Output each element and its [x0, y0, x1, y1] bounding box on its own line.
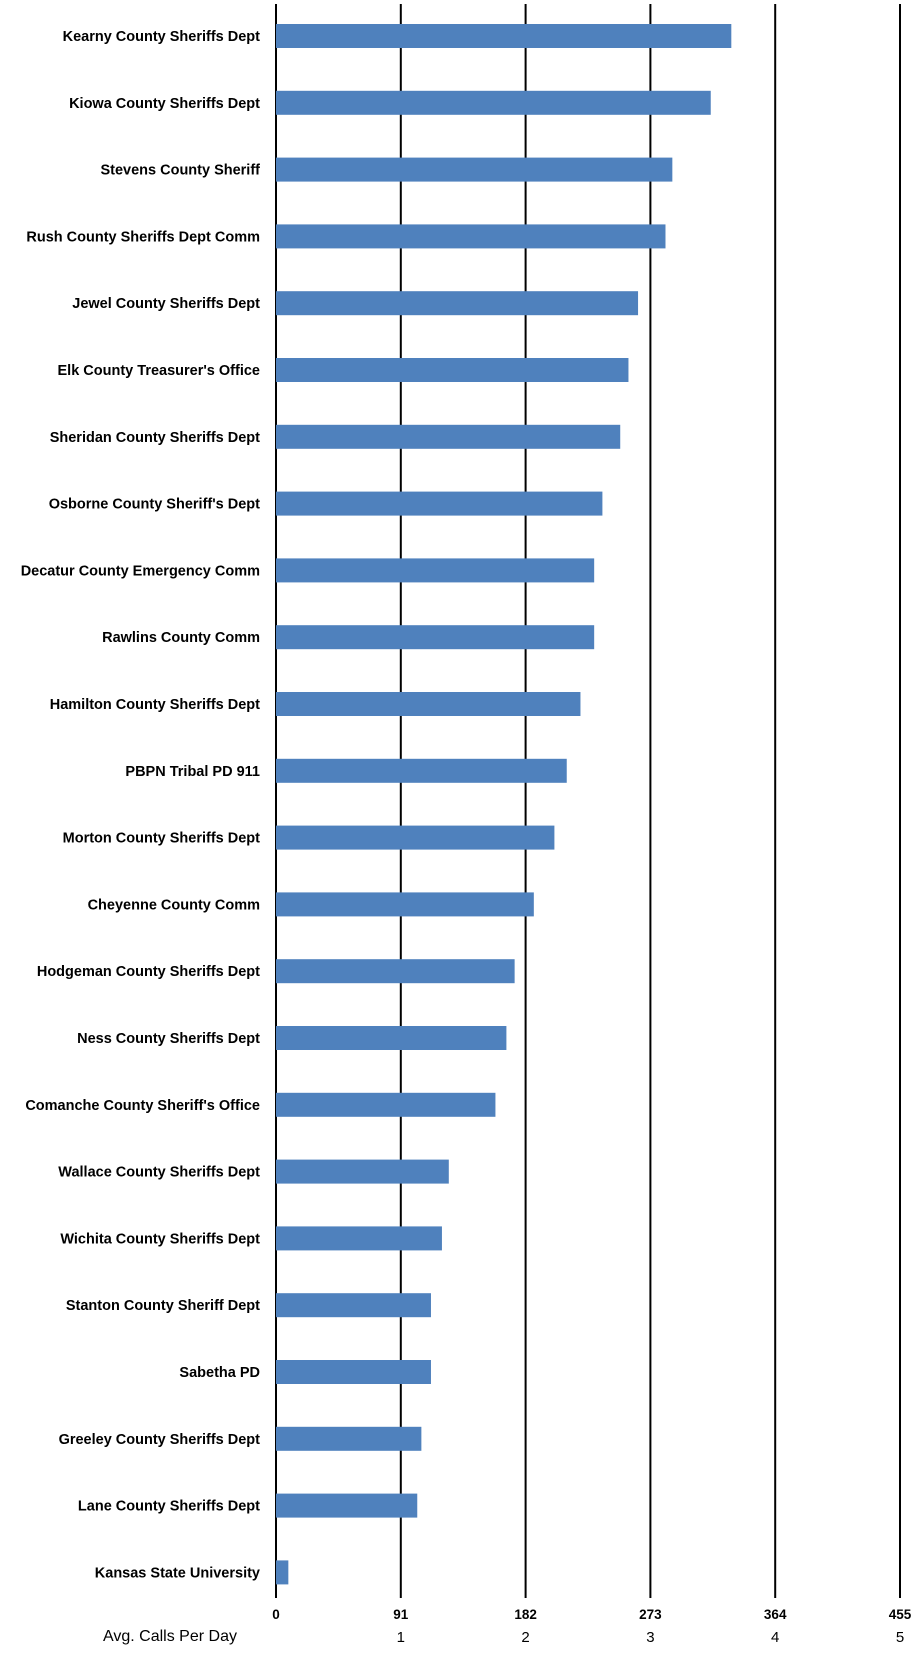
- x-axis-title: Avg. Calls Per Day: [103, 1628, 237, 1645]
- bar: [276, 358, 629, 382]
- category-label: Ness County Sheriffs Dept: [77, 1031, 260, 1047]
- bar: [276, 625, 595, 650]
- category-label: Kearny County Sheriffs Dept: [63, 29, 261, 45]
- bar: [276, 291, 639, 316]
- bar: [276, 424, 621, 449]
- category-label: Hamilton County Sheriffs Dept: [50, 697, 260, 713]
- bar: [276, 558, 595, 583]
- category-label: Rawlins County Comm: [102, 630, 260, 646]
- x-tick-secondary-label: 4: [771, 1629, 779, 1646]
- x-tick-label: 0: [272, 1607, 280, 1622]
- bar: [276, 1026, 507, 1050]
- bar: [276, 24, 732, 48]
- category-label: Decatur County Emergency Comm: [21, 563, 260, 579]
- bar: [276, 224, 666, 249]
- bar: [276, 825, 555, 850]
- x-tick-secondary-label: 2: [521, 1629, 529, 1646]
- category-label: Hodgeman County Sheriffs Dept: [37, 964, 260, 980]
- category-label: Lane County Sheriffs Dept: [78, 1499, 260, 1515]
- bar: [276, 90, 711, 115]
- category-label: Jewel County Sheriffs Dept: [72, 296, 260, 312]
- x-tick-label: 91: [393, 1607, 409, 1622]
- bar: [276, 1092, 496, 1117]
- category-label: Morton County Sheriffs Dept: [63, 831, 261, 847]
- x-tick-secondary-label: 3: [646, 1629, 654, 1646]
- x-tick-label: 273: [639, 1607, 662, 1622]
- bar: [276, 1226, 442, 1251]
- category-label: Elk County Treasurer's Office: [58, 363, 261, 379]
- x-tick-secondary-label: 5: [896, 1629, 904, 1646]
- x-ticks: 0 91 1 182 2 273 3 364 4 455 5: [272, 1607, 912, 1646]
- category-label: Stevens County Sheriff: [100, 163, 260, 179]
- category-label: Comanche County Sheriff's Office: [25, 1098, 260, 1114]
- category-label: Sheridan County Sheriffs Dept: [50, 430, 260, 446]
- x-tick-label: 182: [514, 1607, 537, 1622]
- gridlines: [275, 4, 901, 1598]
- x-tick-label: 455: [889, 1607, 912, 1622]
- bar: [276, 959, 515, 984]
- bar: [276, 1560, 289, 1585]
- bar: [276, 1159, 449, 1184]
- bar: [276, 1293, 431, 1318]
- category-label: Cheyenne County Comm: [88, 897, 260, 913]
- bar: [276, 758, 567, 783]
- x-tick-secondary-label: 1: [397, 1629, 405, 1646]
- x-tick-label: 364: [764, 1607, 787, 1622]
- bar: [276, 1426, 422, 1451]
- bar: [276, 692, 581, 716]
- category-label: Kiowa County Sheriffs Dept: [69, 96, 260, 112]
- bars: [276, 24, 732, 1585]
- category-label: Stanton County Sheriff Dept: [66, 1298, 260, 1314]
- bar: [276, 1493, 418, 1518]
- category-label: Wichita County Sheriffs Dept: [60, 1231, 260, 1247]
- category-label: Osborne County Sheriff's Dept: [49, 497, 260, 513]
- category-label: Greeley County Sheriffs Dept: [59, 1432, 261, 1448]
- category-labels: Kearny County Sheriffs Dept Kiowa County …: [21, 29, 260, 1581]
- category-label: Rush County Sheriffs Dept Comm: [26, 229, 260, 245]
- category-label: Sabetha PD: [179, 1365, 260, 1381]
- category-label: Kansas State University: [95, 1565, 260, 1581]
- bar: [276, 892, 534, 917]
- bar: [276, 491, 603, 516]
- bar: [276, 157, 673, 182]
- category-label: Wallace County Sheriffs Dept: [58, 1165, 260, 1181]
- bar: [276, 1360, 431, 1384]
- category-label: PBPN Tribal PD 911: [125, 764, 260, 780]
